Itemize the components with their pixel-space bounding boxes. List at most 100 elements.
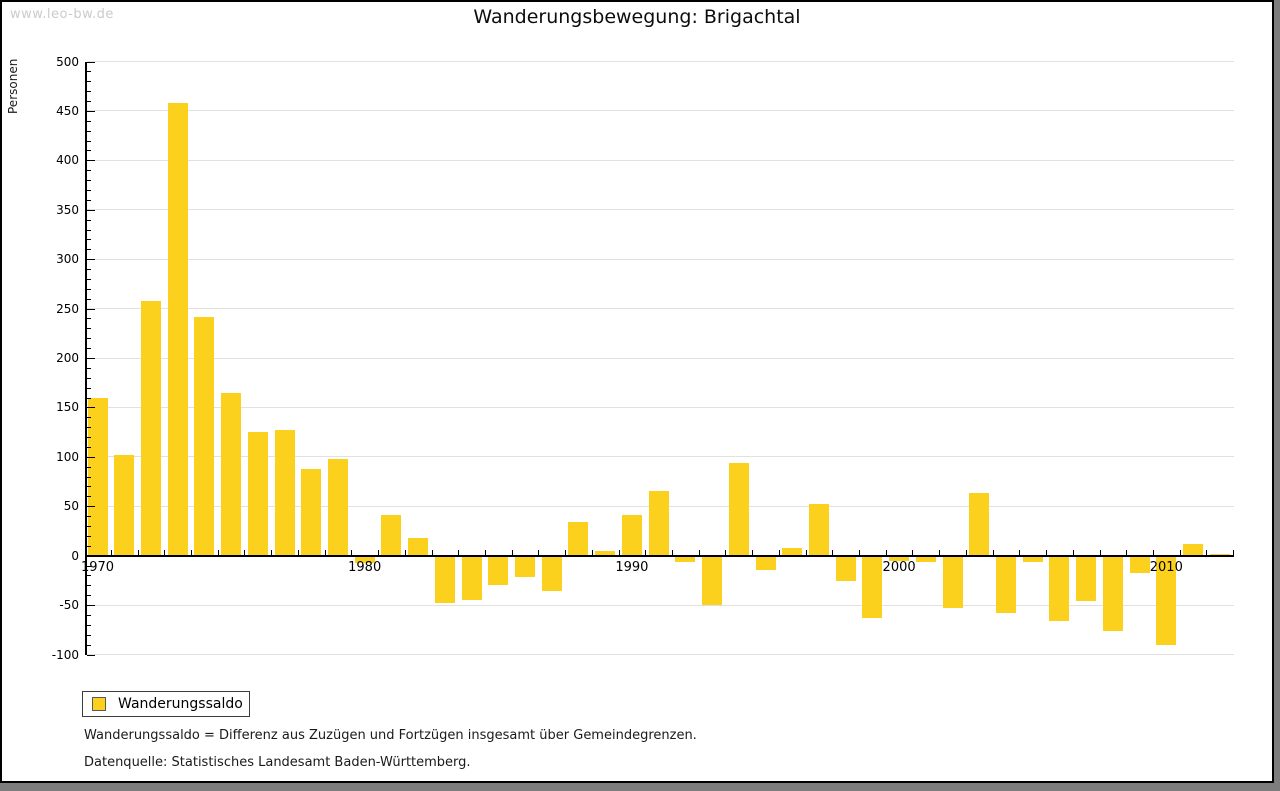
bar-1990: [621, 515, 642, 556]
chart-title: Wanderungsbewegung: Brigachtal: [473, 6, 801, 28]
bar-2004: [995, 556, 1016, 613]
y-major-tick: [87, 61, 95, 63]
y-minor-tick: [87, 189, 91, 191]
y-minor-tick: [87, 120, 91, 122]
x-tick: [565, 549, 567, 556]
y-minor-tick: [87, 516, 91, 518]
y-minor-tick: [87, 288, 91, 290]
x-tick: [164, 549, 166, 556]
x-tick: [404, 549, 406, 556]
y-major-tick: [87, 160, 95, 162]
y-minor-tick: [87, 427, 91, 429]
grid-line: [87, 357, 1234, 359]
x-tick-label-2000: 2000: [882, 559, 916, 575]
x-tick-label-1970: 1970: [80, 559, 115, 575]
y-tick-label: -100: [51, 647, 79, 662]
y-minor-tick: [87, 269, 91, 271]
x-tick: [671, 549, 673, 556]
bar-1977: [274, 430, 295, 556]
bar-1970: [87, 397, 108, 556]
y-minor-tick: [87, 140, 91, 142]
y-minor-tick: [87, 377, 91, 379]
legend-box: Wanderungssaldo: [82, 691, 250, 717]
x-tick: [1152, 549, 1154, 556]
x-tick: [378, 549, 380, 556]
x-tick: [645, 549, 647, 556]
y-minor-tick: [87, 614, 91, 616]
bar-1993: [702, 556, 723, 606]
y-minor-tick: [87, 239, 91, 241]
x-tick: [618, 549, 620, 556]
x-tick: [324, 549, 326, 556]
y-tick-label: 100: [56, 449, 79, 464]
y-minor-tick: [87, 565, 91, 567]
x-tick: [832, 549, 834, 556]
y-major-tick: [87, 407, 95, 409]
y-tick-label: 0: [71, 548, 79, 563]
y-major-tick: [87, 358, 95, 359]
legend-swatch-icon: [92, 697, 106, 711]
y-minor-tick: [87, 535, 91, 537]
grid-line: [87, 406, 1234, 408]
bar-2005: [1022, 556, 1043, 562]
bar-1996: [782, 547, 803, 556]
bar-1973: [167, 103, 188, 556]
y-major-tick: [87, 308, 95, 310]
bar-1980: [354, 556, 375, 563]
bar-1988: [568, 522, 589, 556]
y-tick-label: 200: [56, 351, 79, 365]
y-minor-tick: [87, 249, 91, 251]
bar-1971: [114, 454, 135, 556]
x-tick: [1099, 549, 1101, 556]
y-minor-tick: [87, 634, 91, 636]
x-tick: [297, 549, 299, 556]
bar-2007: [1076, 556, 1097, 602]
y-minor-tick: [87, 150, 91, 152]
y-minor-tick: [87, 496, 91, 498]
bar-2006: [1049, 556, 1070, 621]
y-tick-label: 450: [56, 103, 79, 118]
x-tick: [1233, 549, 1235, 556]
x-tick: [137, 549, 139, 556]
y-minor-tick: [87, 367, 91, 369]
bar-1997: [808, 504, 829, 556]
bar-1991: [648, 491, 669, 556]
bar-1981: [381, 515, 402, 556]
grid-line: [87, 61, 1234, 62]
y-minor-tick: [87, 575, 91, 577]
bar-1975: [221, 392, 242, 556]
footnote-definition: Wanderungssaldo = Differenz aus Zuzügen …: [84, 728, 697, 743]
x-tick: [778, 549, 780, 556]
bar-2002: [942, 556, 963, 609]
y-minor-tick: [87, 387, 91, 389]
grid-line: [87, 654, 1234, 655]
grid-line: [87, 209, 1234, 211]
bar-1983: [434, 556, 455, 604]
x-tick: [1046, 549, 1048, 556]
y-minor-tick: [87, 338, 91, 340]
y-major-tick: [87, 456, 95, 458]
y-minor-tick: [87, 91, 91, 93]
bar-1999: [862, 556, 883, 618]
x-axis-zero-line: [87, 554, 1234, 557]
bar-2001: [915, 556, 936, 562]
grid-line: [87, 308, 1234, 310]
y-minor-tick: [87, 328, 91, 330]
y-minor-tick: [87, 229, 91, 231]
y-minor-tick: [87, 545, 91, 547]
x-tick: [244, 549, 246, 556]
bar-1974: [194, 317, 215, 556]
x-tick: [885, 549, 887, 556]
y-minor-tick: [87, 348, 91, 350]
y-minor-tick: [87, 585, 91, 587]
x-tick: [538, 549, 540, 556]
x-tick: [110, 549, 112, 556]
y-minor-tick: [87, 446, 91, 448]
x-tick-label-2010: 2010: [1149, 559, 1183, 575]
y-major-tick: [87, 555, 95, 557]
y-minor-tick: [87, 417, 91, 419]
bar-1972: [140, 300, 161, 556]
x-tick: [1126, 549, 1128, 556]
y-minor-tick: [87, 81, 91, 83]
y-minor-tick: [87, 476, 91, 478]
